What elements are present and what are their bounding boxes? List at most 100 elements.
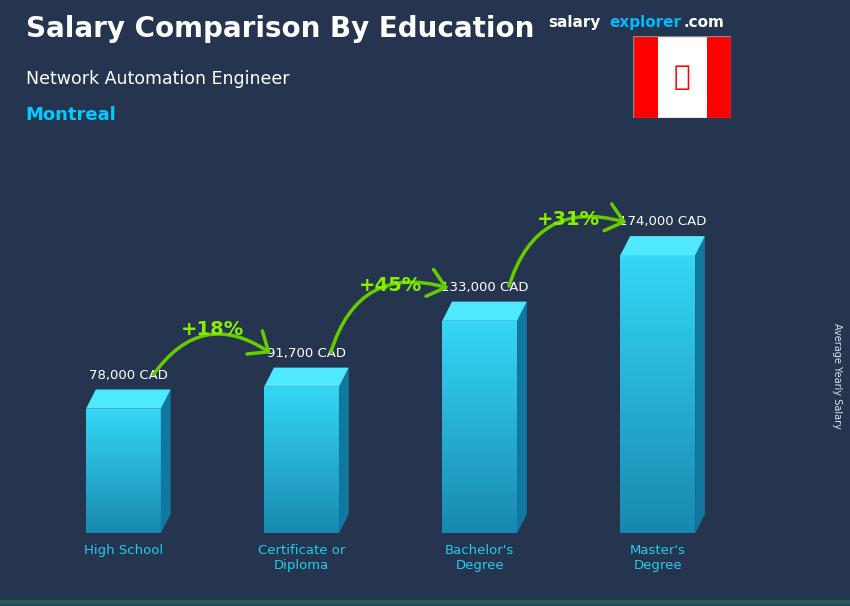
Bar — [0, 602, 850, 605]
Bar — [0, 601, 850, 604]
Bar — [0, 601, 850, 604]
Bar — [620, 399, 695, 404]
Bar — [0, 600, 850, 603]
Bar — [264, 414, 339, 416]
Bar — [0, 602, 850, 605]
Bar — [0, 602, 850, 605]
Bar — [620, 431, 695, 436]
Bar — [620, 334, 695, 339]
Bar — [442, 399, 517, 402]
Bar — [264, 443, 339, 445]
Bar — [86, 459, 161, 461]
Bar — [0, 601, 850, 604]
Bar — [86, 440, 161, 442]
Bar — [0, 602, 850, 605]
Bar — [620, 325, 695, 330]
Bar — [0, 602, 850, 605]
Bar — [442, 367, 517, 370]
Bar — [620, 519, 695, 524]
Bar — [264, 489, 339, 492]
Bar — [0, 602, 850, 605]
Bar — [264, 406, 339, 409]
Bar — [0, 601, 850, 604]
Bar — [0, 600, 850, 603]
Bar — [0, 601, 850, 604]
Bar — [86, 490, 161, 491]
Bar — [620, 501, 695, 505]
Bar — [264, 504, 339, 507]
Bar — [0, 602, 850, 605]
Bar — [442, 427, 517, 431]
Bar — [86, 444, 161, 446]
Bar — [264, 467, 339, 470]
Polygon shape — [339, 368, 348, 533]
Bar — [86, 431, 161, 433]
Bar — [442, 462, 517, 466]
Bar — [442, 395, 517, 399]
Bar — [620, 524, 695, 528]
Bar — [86, 423, 161, 425]
Bar — [620, 404, 695, 408]
Bar — [0, 600, 850, 603]
Bar — [0, 603, 850, 606]
Bar — [620, 339, 695, 344]
Bar — [0, 602, 850, 605]
Text: Average Yearly Salary: Average Yearly Salary — [832, 323, 842, 428]
Bar — [86, 477, 161, 479]
Bar — [0, 601, 850, 604]
Bar — [86, 521, 161, 523]
Bar — [442, 491, 517, 494]
Bar — [0, 601, 850, 604]
Bar — [264, 428, 339, 431]
Bar — [620, 330, 695, 334]
Bar — [86, 514, 161, 517]
Bar — [264, 531, 339, 533]
Bar — [0, 600, 850, 603]
Bar — [86, 475, 161, 477]
Bar — [264, 502, 339, 504]
Bar — [442, 321, 517, 324]
Bar — [0, 603, 850, 606]
Bar — [0, 603, 850, 606]
Bar — [0, 601, 850, 604]
Bar — [0, 601, 850, 604]
Bar — [264, 526, 339, 528]
Bar — [264, 494, 339, 497]
Text: +18%: +18% — [181, 320, 244, 339]
Bar — [0, 601, 850, 604]
Bar — [264, 524, 339, 526]
Bar — [442, 452, 517, 455]
Bar — [264, 411, 339, 414]
Bar — [86, 417, 161, 419]
Bar — [0, 602, 850, 605]
Bar — [86, 506, 161, 508]
Bar — [0, 600, 850, 603]
Bar — [0, 602, 850, 605]
Bar — [86, 496, 161, 498]
Bar — [442, 438, 517, 441]
Bar — [86, 525, 161, 527]
Bar — [0, 601, 850, 604]
Bar — [620, 302, 695, 306]
Bar — [0, 602, 850, 605]
Bar — [0, 603, 850, 606]
Bar — [620, 269, 695, 274]
Bar — [0, 601, 850, 604]
Bar — [442, 391, 517, 395]
Text: 78,000 CAD: 78,000 CAD — [89, 368, 167, 382]
Bar — [0, 602, 850, 605]
Bar — [442, 459, 517, 462]
Bar — [0, 602, 850, 605]
Bar — [0, 602, 850, 605]
Bar — [620, 357, 695, 362]
Bar — [0, 602, 850, 605]
Bar — [0, 601, 850, 604]
Bar — [264, 409, 339, 411]
Bar — [0, 603, 850, 606]
Text: Network Automation Engineer: Network Automation Engineer — [26, 70, 289, 88]
Bar — [0, 601, 850, 604]
Bar — [0, 601, 850, 604]
Bar — [86, 473, 161, 475]
Bar — [264, 419, 339, 421]
Bar — [0, 603, 850, 606]
